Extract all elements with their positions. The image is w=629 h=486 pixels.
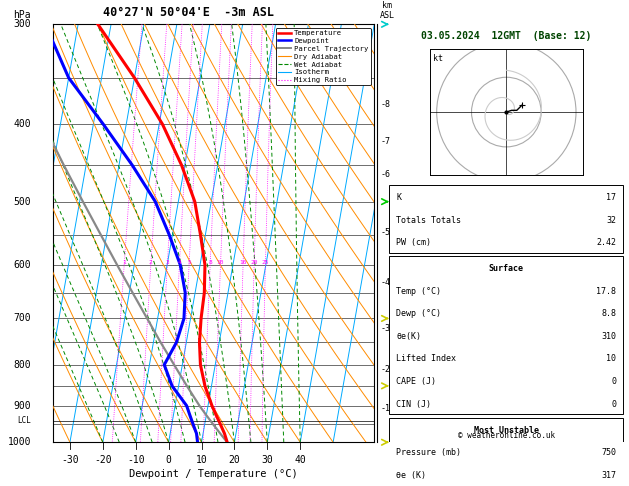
Text: 32: 32	[606, 216, 616, 225]
Text: -8: -8	[381, 100, 391, 109]
Text: 700: 700	[13, 313, 31, 324]
Text: Lifted Index: Lifted Index	[396, 354, 457, 364]
Text: Totals Totals: Totals Totals	[396, 216, 462, 225]
Text: 25: 25	[262, 260, 269, 265]
Text: 20: 20	[250, 260, 258, 265]
Text: Dewp (°C): Dewp (°C)	[396, 309, 442, 318]
Text: 1: 1	[122, 260, 126, 265]
Text: 400: 400	[13, 119, 31, 129]
Text: -7: -7	[381, 137, 391, 146]
Text: 10: 10	[217, 260, 225, 265]
Text: 310: 310	[601, 332, 616, 341]
Text: km
ASL: km ASL	[379, 0, 394, 20]
Text: 10: 10	[606, 354, 616, 364]
Text: 900: 900	[13, 400, 31, 411]
Text: 0: 0	[611, 399, 616, 409]
Text: Surface: Surface	[489, 264, 524, 273]
Text: K: K	[396, 193, 401, 202]
Text: LCL: LCL	[17, 417, 31, 425]
Text: Pressure (mb): Pressure (mb)	[396, 448, 462, 457]
Text: -10: -10	[127, 455, 145, 465]
Text: 5: 5	[187, 260, 191, 265]
Text: 40°27'N 50°04'E  -3m ASL: 40°27'N 50°04'E -3m ASL	[103, 6, 274, 19]
Text: 30: 30	[262, 455, 273, 465]
Text: CIN (J): CIN (J)	[396, 399, 431, 409]
Text: 800: 800	[13, 360, 31, 370]
Text: 300: 300	[13, 19, 31, 29]
Text: Temp (°C): Temp (°C)	[396, 287, 442, 296]
Text: -6: -6	[381, 170, 391, 179]
Text: 1000: 1000	[8, 437, 31, 447]
Bar	[389, 185, 623, 253]
Text: 40: 40	[294, 455, 306, 465]
Text: 500: 500	[13, 197, 31, 207]
Text: 10: 10	[196, 455, 208, 465]
Text: 8.8: 8.8	[601, 309, 616, 318]
Text: 2: 2	[149, 260, 153, 265]
Text: 3: 3	[165, 260, 169, 265]
Text: 4: 4	[177, 260, 181, 265]
Text: © weatheronline.co.uk: © weatheronline.co.uk	[458, 431, 555, 440]
Text: -1: -1	[381, 404, 391, 413]
Text: 2.42: 2.42	[596, 238, 616, 247]
Text: θe (K): θe (K)	[396, 470, 426, 480]
Text: Dewpoint / Temperature (°C): Dewpoint / Temperature (°C)	[130, 469, 298, 479]
Text: Most Unstable: Most Unstable	[474, 426, 539, 434]
Text: kt: kt	[433, 54, 443, 63]
Text: 0: 0	[611, 377, 616, 386]
Text: -20: -20	[94, 455, 111, 465]
Text: CAPE (J): CAPE (J)	[396, 377, 437, 386]
Text: -5: -5	[381, 228, 391, 237]
Bar	[389, 417, 623, 486]
Bar	[389, 256, 623, 414]
Text: 600: 600	[13, 260, 31, 270]
Text: 8: 8	[208, 260, 212, 265]
Text: -30: -30	[61, 455, 79, 465]
Legend: Temperature, Dewpoint, Parcel Trajectory, Dry Adiabat, Wet Adiabat, Isotherm, Mi: Temperature, Dewpoint, Parcel Trajectory…	[276, 28, 370, 86]
Text: hPa: hPa	[13, 10, 31, 20]
Text: -2: -2	[381, 365, 391, 375]
Text: 17.8: 17.8	[596, 287, 616, 296]
Text: 750: 750	[601, 448, 616, 457]
Text: PW (cm): PW (cm)	[396, 238, 431, 247]
Text: 0: 0	[165, 455, 172, 465]
Text: 16: 16	[239, 260, 247, 265]
Text: θe(K): θe(K)	[396, 332, 421, 341]
Text: 317: 317	[601, 470, 616, 480]
Text: -3: -3	[381, 324, 391, 333]
Text: -4: -4	[381, 278, 391, 287]
Text: 17: 17	[606, 193, 616, 202]
Text: 03.05.2024  12GMT  (Base: 12): 03.05.2024 12GMT (Base: 12)	[421, 31, 591, 40]
Text: 20: 20	[228, 455, 240, 465]
